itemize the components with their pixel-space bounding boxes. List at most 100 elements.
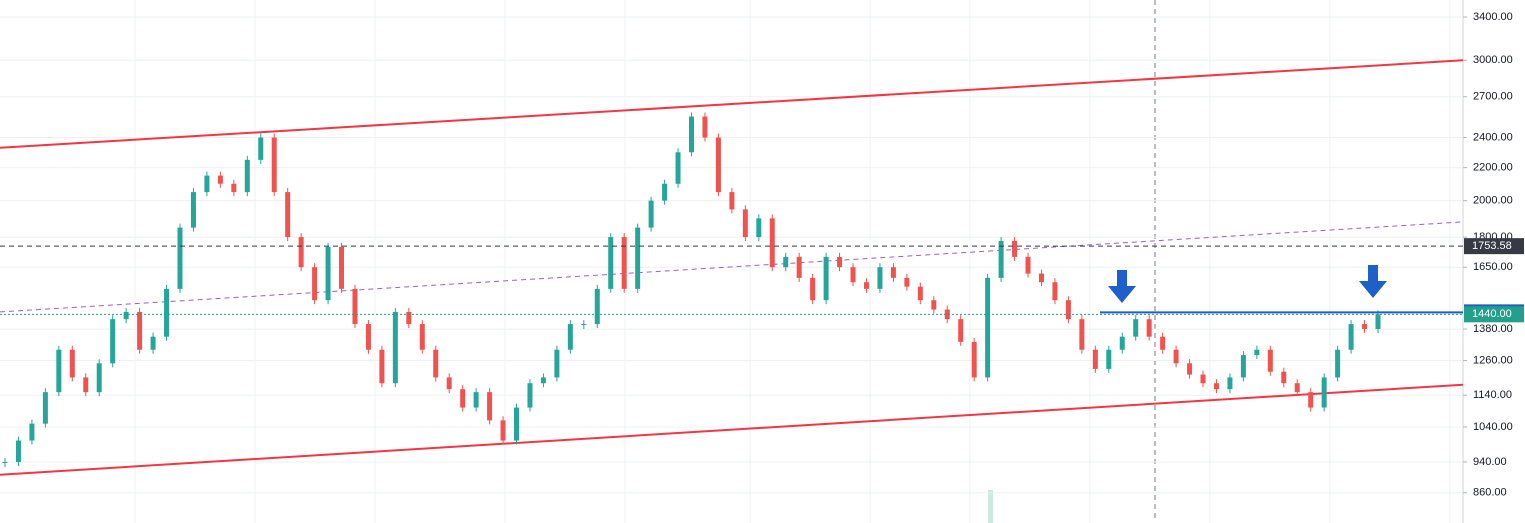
candle: [931, 300, 937, 310]
candle: [150, 336, 156, 350]
y-tick-label: 860.00: [1473, 487, 1507, 499]
candle: [1321, 377, 1327, 408]
candle: [1267, 349, 1273, 372]
candle: [325, 246, 331, 301]
arrow: [1359, 265, 1387, 298]
candle: [850, 267, 856, 283]
candle: [1038, 273, 1044, 283]
candle: [1092, 349, 1098, 369]
candle: [662, 183, 668, 201]
candle: [608, 237, 614, 289]
y-tick-label: 2700.00: [1473, 91, 1513, 103]
candle: [1348, 324, 1354, 350]
candle: [56, 349, 62, 393]
candle: [15, 440, 21, 462]
candle: [769, 218, 775, 268]
candle: [985, 277, 991, 378]
y-tick-label: 3000.00: [1473, 54, 1513, 66]
candle: [271, 137, 277, 193]
candle: [352, 288, 358, 325]
candle: [2, 461, 8, 463]
y-tick-label: 1650.00: [1473, 261, 1513, 273]
candle: [904, 277, 910, 287]
candle: [514, 407, 520, 441]
candle: [204, 175, 210, 193]
y-tick-label: 940.00: [1473, 456, 1507, 468]
candle: [231, 183, 237, 193]
candle: [567, 324, 573, 350]
candle: [1119, 336, 1125, 350]
candle: [689, 116, 694, 153]
candle: [433, 349, 439, 378]
trend-line: [0, 221, 1464, 313]
candle: [917, 286, 923, 301]
y-tick-label: 3400.00: [1473, 11, 1513, 23]
candle: [554, 349, 560, 378]
candle: [1200, 374, 1206, 384]
candle: [581, 324, 587, 326]
candle: [675, 152, 681, 184]
y-tick-label: 1260.00: [1473, 354, 1513, 366]
candle: [1025, 256, 1031, 274]
candle: [594, 288, 600, 325]
candle: [1052, 282, 1058, 301]
y-tick-label: 1380.00: [1473, 323, 1513, 335]
candle: [971, 341, 977, 378]
candle: [500, 420, 506, 441]
candle: [621, 237, 627, 289]
candle: [137, 311, 143, 350]
y-tick-label: 1040.00: [1473, 421, 1513, 433]
price-badge-label: 1753.58: [1472, 240, 1512, 252]
candle: [863, 282, 869, 289]
candle: [392, 311, 398, 384]
candle: [1375, 314, 1381, 330]
candle: [1065, 300, 1071, 320]
candle: [729, 192, 735, 210]
candle: [877, 267, 883, 289]
candle: [190, 192, 196, 228]
price-badge: [1464, 306, 1524, 323]
candle: [446, 377, 452, 390]
candle: [998, 240, 1004, 278]
candle: [339, 246, 345, 289]
candle: [756, 218, 762, 238]
y-tick-label: 1140.00: [1473, 389, 1512, 401]
candle: [944, 309, 950, 320]
candle: [1012, 240, 1018, 257]
candle: [419, 324, 425, 350]
candle: [177, 227, 183, 289]
candle: [365, 324, 371, 350]
candle: [1254, 349, 1260, 356]
candle: [285, 192, 291, 238]
candle: [1294, 383, 1300, 393]
candle: [258, 137, 264, 160]
candle: [164, 288, 170, 337]
candle: [823, 256, 829, 301]
candle: [715, 137, 721, 193]
candle: [783, 256, 789, 268]
candle: [540, 377, 546, 384]
candle: [487, 392, 493, 421]
candle: [648, 200, 654, 228]
candle: [217, 175, 223, 184]
y-tick-label: 2000.00: [1473, 195, 1513, 207]
candle: [1335, 349, 1341, 378]
candle: [1146, 319, 1152, 337]
price-badge: [1464, 238, 1524, 255]
candle: [83, 377, 89, 393]
candle: [379, 349, 385, 384]
candle: [244, 159, 250, 193]
candle: [1160, 336, 1166, 350]
y-tick-label: 2200.00: [1473, 162, 1513, 174]
candle: [527, 383, 533, 408]
candle: [837, 256, 843, 268]
candle: [298, 237, 304, 268]
candle: [1133, 319, 1139, 337]
candle: [1187, 363, 1193, 375]
trend-line: [0, 59, 1464, 149]
candle: [702, 116, 708, 138]
volume-bar: [988, 490, 993, 523]
candle: [1079, 319, 1085, 350]
